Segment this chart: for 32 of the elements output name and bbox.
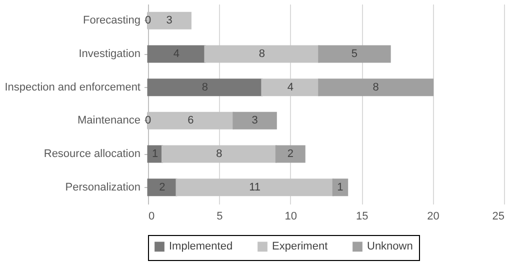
data-label: 8 <box>372 81 379 94</box>
x-tick-label: 15 <box>356 210 368 222</box>
data-label: 0 <box>144 114 152 127</box>
data-label: 4 <box>173 48 180 60</box>
x-tick-label: 5 <box>216 210 223 222</box>
data-label: 3 <box>166 14 172 27</box>
data-label: 1 <box>152 148 158 160</box>
x-tick-label: 0 <box>148 210 155 222</box>
y-tick-label: Personalization <box>65 181 140 194</box>
legend-label: Experiment <box>272 240 328 253</box>
data-label: 8 <box>202 81 208 94</box>
y-tick-label: Forecasting <box>83 14 140 27</box>
data-label: 11 <box>249 181 261 194</box>
data-label: 3 <box>252 114 258 127</box>
data-label: 8 <box>258 48 265 60</box>
x-tick-label: 25 <box>492 210 504 222</box>
data-label: 1 <box>337 181 344 194</box>
data-label: 2 <box>287 148 294 160</box>
x-tick-label: 20 <box>427 210 440 222</box>
y-tick-label: Investigation <box>78 48 140 60</box>
y-tick-label: Inspection and enforcement <box>4 81 140 94</box>
data-label: 8 <box>216 148 222 160</box>
data-label: 6 <box>188 114 194 127</box>
data-label: 2 <box>159 181 166 194</box>
legend-label: Unknown <box>367 240 413 253</box>
data-label: 0 <box>144 14 152 27</box>
y-tick-label: Maintenance <box>78 114 140 127</box>
y-tick-label: Resource allocation <box>44 148 140 160</box>
data-label: 5 <box>351 48 358 60</box>
legend-label: Implemented <box>169 240 233 253</box>
data-label: 4 <box>287 81 294 94</box>
x-tick-label: 10 <box>284 210 298 222</box>
